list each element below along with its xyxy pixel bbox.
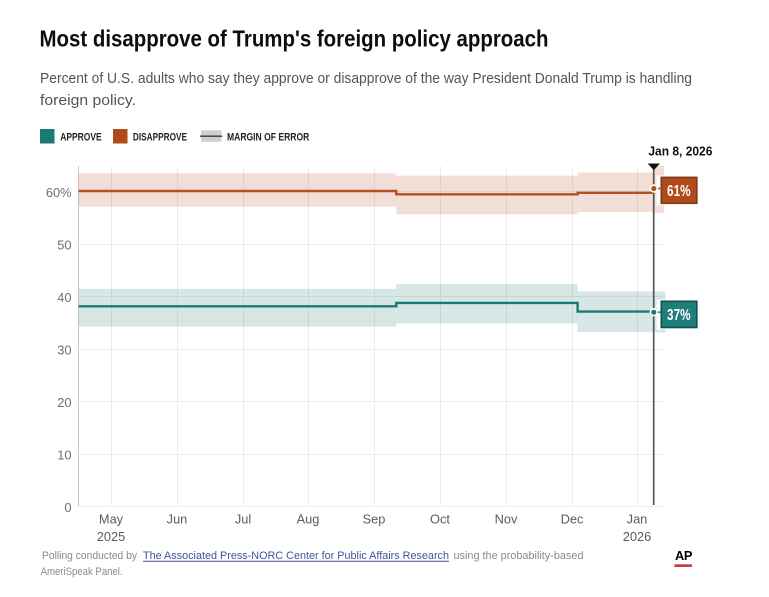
svg-text:AmeriSpeak Panel.: AmeriSpeak Panel.	[41, 566, 123, 578]
svg-text:30: 30	[57, 343, 71, 358]
svg-text:60%: 60%	[46, 185, 72, 200]
svg-text:10: 10	[57, 448, 71, 463]
svg-text:Percent of U.S. adults who say: Percent of U.S. adults who say they appr…	[40, 70, 692, 87]
svg-text:The Associated Press-NORC Cent: The Associated Press-NORC Center for Pub…	[143, 550, 449, 562]
svg-text:50: 50	[57, 238, 71, 253]
svg-text:0: 0	[64, 500, 71, 515]
svg-text:foreign policy.: foreign policy.	[40, 92, 136, 109]
svg-text:MARGIN OF ERROR: MARGIN OF ERROR	[227, 131, 309, 143]
svg-text:APPROVE: APPROVE	[60, 131, 102, 143]
svg-text:Polling conducted by: Polling conducted by	[42, 550, 137, 562]
svg-text:May: May	[99, 512, 124, 527]
svg-text:Jan 8, 2026: Jan 8, 2026	[648, 145, 712, 159]
svg-text:AP: AP	[675, 548, 693, 563]
svg-text:DISAPPROVE: DISAPPROVE	[133, 131, 187, 143]
svg-text:using the probability-based: using the probability-based	[454, 550, 584, 562]
svg-text:Jun: Jun	[167, 512, 188, 527]
svg-text:Jan: Jan	[627, 512, 648, 527]
svg-text:61%: 61%	[667, 183, 691, 200]
svg-text:37%: 37%	[667, 307, 691, 324]
svg-text:40: 40	[57, 290, 71, 305]
svg-text:Dec: Dec	[561, 512, 584, 527]
svg-text:2026: 2026	[623, 529, 651, 544]
svg-text:Nov: Nov	[495, 512, 518, 527]
svg-text:2025: 2025	[97, 529, 125, 544]
svg-text:Sep: Sep	[363, 512, 386, 527]
svg-text:Most disapprove of Trump's for: Most disapprove of Trump's foreign polic…	[40, 26, 549, 52]
svg-text:20: 20	[57, 395, 71, 410]
svg-text:Jul: Jul	[235, 512, 251, 527]
svg-text:Aug: Aug	[297, 512, 320, 527]
svg-text:Oct: Oct	[430, 512, 450, 527]
